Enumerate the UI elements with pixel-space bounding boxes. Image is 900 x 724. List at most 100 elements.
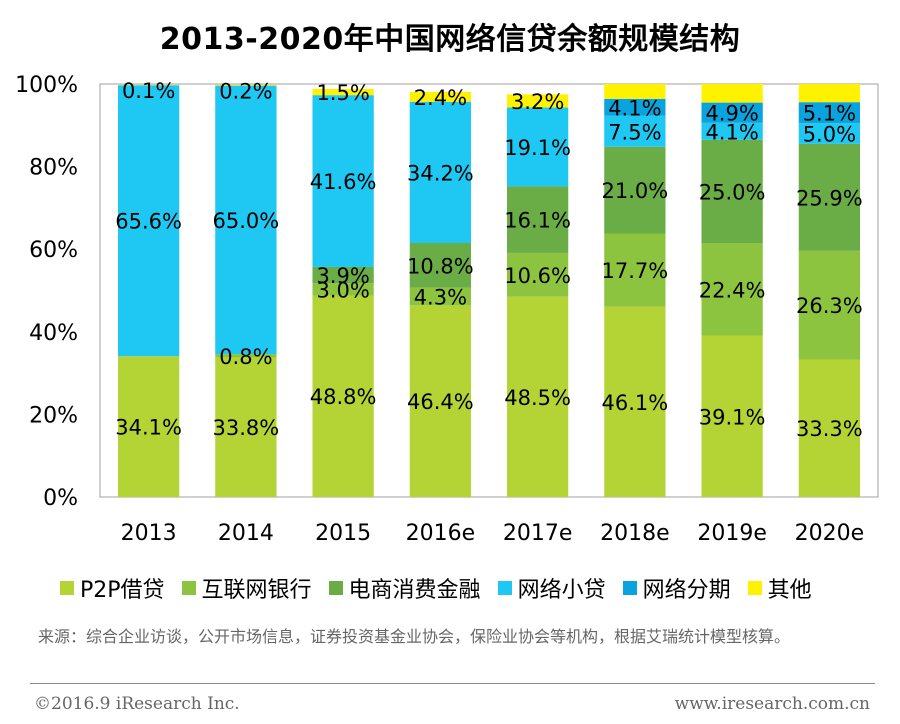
- bar-segment: [604, 233, 666, 307]
- legend-swatch: [181, 581, 196, 595]
- y-tick-label: 40%: [29, 321, 78, 346]
- bar-segment: [215, 354, 277, 358]
- data-label: 48.8%: [310, 385, 377, 409]
- legend-label: P2P借贷: [80, 578, 165, 603]
- data-label: 2.4%: [414, 86, 467, 110]
- bar-segment: [506, 107, 569, 187]
- y-tick-label: 100%: [15, 73, 78, 98]
- legend-item-internet-bank: 互联网银行: [181, 572, 312, 604]
- bar-segment: [506, 252, 569, 297]
- data-label: 10.8%: [407, 254, 474, 278]
- data-label: 34.2%: [407, 161, 474, 185]
- bar-segment: [312, 283, 374, 296]
- bar-segment: [409, 287, 472, 306]
- legend-item-ecommerce-finance: 电商消费金融: [328, 572, 481, 604]
- stacked-bar-chart: 0% 20% 40% 60% 80% 100% 2013 2014 2015 2016e 2017e…: [15, 73, 879, 546]
- legend-item-installment: 网络分期: [622, 572, 731, 604]
- data-label: 1.5%: [316, 81, 369, 105]
- bar-segment: [312, 88, 374, 96]
- data-label: 22.4%: [699, 278, 766, 302]
- plot-frame: [99, 83, 879, 498]
- legend-swatch: [747, 581, 762, 595]
- data-label: 41.6%: [310, 170, 377, 194]
- x-tick-label: 2018e: [600, 521, 670, 546]
- legend-label: 电商消费金融: [348, 578, 481, 603]
- data-label: 34.1%: [115, 416, 182, 440]
- bar-segment: [117, 356, 180, 497]
- bar-segment: [701, 335, 763, 497]
- data-label: 46.4%: [407, 390, 474, 414]
- bar-segment: [701, 102, 763, 123]
- bar-segment: [701, 84, 763, 103]
- x-tick-label: 2020e: [795, 521, 865, 546]
- x-tick-label: 2016e: [406, 521, 476, 546]
- data-label: 3.9%: [316, 264, 369, 288]
- data-label: 25.9%: [796, 186, 863, 210]
- bar-segment: [604, 98, 666, 116]
- legend-swatch: [497, 581, 512, 595]
- data-label: 39.1%: [699, 405, 766, 429]
- data-label: 5.1%: [803, 102, 856, 126]
- source-note: 来源：综合企业访谈，公开市场信息，证券投资基金业协会，保险业协会等机构，根据艾瑞…: [38, 627, 791, 646]
- data-label: 33.8%: [213, 416, 280, 440]
- legend-label: 互联网银行: [201, 578, 312, 603]
- bar-segment: [409, 91, 472, 102]
- bar-segment: [215, 84, 277, 86]
- data-label: 21.0%: [602, 179, 669, 203]
- data-label: 4.9%: [705, 102, 758, 126]
- bar-segment: [604, 306, 666, 497]
- bar-segment: [798, 84, 861, 103]
- bar-segment: [798, 359, 861, 497]
- bar-segment: [409, 243, 472, 288]
- legend-swatch: [60, 581, 74, 595]
- data-label: 0.1%: [122, 79, 175, 103]
- legend-item-micro-loan: 网络小贷: [497, 572, 606, 604]
- bar-segment: [701, 243, 763, 336]
- bar-segment: [506, 296, 569, 497]
- bar-segment: [312, 295, 374, 497]
- data-label: 4.1%: [608, 96, 661, 120]
- bar-segment: [506, 94, 569, 108]
- bar-segment: [798, 123, 861, 144]
- legend-label: 其他: [767, 578, 812, 603]
- legend-item-other: 其他: [747, 572, 812, 604]
- data-label: 16.1%: [504, 209, 571, 233]
- data-label: 25.0%: [699, 180, 766, 204]
- legend-label: 网络小贷: [517, 578, 606, 603]
- bar-segment: [604, 115, 666, 147]
- bar-segment: [798, 102, 861, 124]
- bar-segment: [312, 95, 374, 267]
- bar-segment: [215, 357, 277, 497]
- chart-legend: P2P借贷 互联网银行 电商消费金融 网络小贷 网络分期 其他: [60, 572, 900, 604]
- data-label: 65.6%: [115, 210, 182, 234]
- x-tick-label: 2015: [315, 521, 371, 546]
- y-tick-label: 0%: [43, 486, 78, 511]
- website-link[interactable]: www.iresearch.com.cn: [674, 694, 870, 714]
- data-label: 26.3%: [796, 294, 863, 318]
- legend-swatch: [622, 581, 637, 595]
- data-label: 10.6%: [504, 264, 571, 288]
- bar-segment: [604, 84, 666, 99]
- data-label: 48.5%: [504, 386, 571, 410]
- bar-segment: [604, 146, 666, 234]
- x-tick-label: 2014: [218, 521, 274, 546]
- footer-divider: [30, 683, 875, 684]
- legend-swatch: [328, 581, 343, 595]
- data-label: 3.2%: [511, 90, 564, 114]
- data-label: 33.3%: [796, 417, 863, 441]
- bar-segment: [701, 122, 763, 140]
- legend-label: 网络分期: [642, 578, 731, 603]
- bar-segment: [409, 305, 472, 497]
- bar-segment: [215, 85, 277, 355]
- data-label: 17.7%: [602, 259, 669, 283]
- x-tick-label: 2019e: [697, 521, 767, 546]
- data-label: 5.0%: [803, 123, 856, 147]
- bar-segment: [798, 143, 861, 251]
- y-tick-label: 60%: [29, 238, 78, 263]
- bar-segment: [506, 186, 569, 253]
- bar-segment: [798, 250, 861, 360]
- chart-title: 2013-2020年中国网络信贷余额规模结构: [159, 22, 741, 57]
- data-label: 0.2%: [219, 80, 272, 104]
- x-tick-label: 2013: [121, 521, 177, 546]
